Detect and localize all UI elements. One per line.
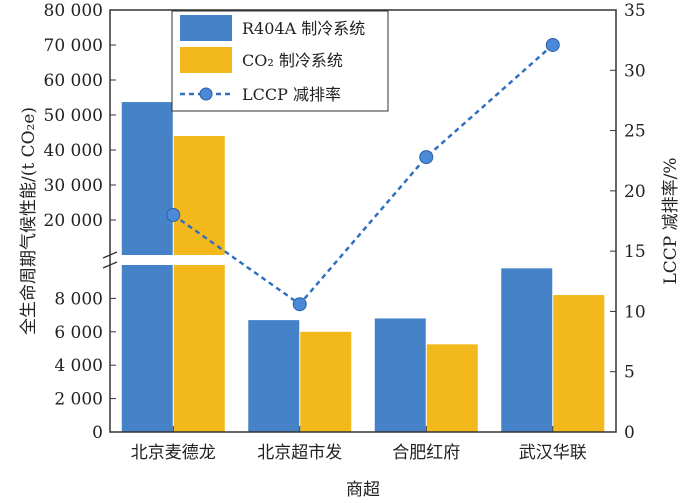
right-tick-label-8: 35: [624, 1, 646, 21]
left-tick-label-6: 20 000: [44, 211, 103, 231]
plot-frame: [109, 9, 617, 433]
bar-r404a-4: [501, 268, 553, 432]
right-tick-label-2: 5: [624, 363, 635, 383]
bars-group: [121, 102, 605, 433]
reduction-point-2: [292, 297, 307, 312]
right-tick-label-1: 0: [624, 423, 635, 443]
bar-r404a-1: [121, 102, 173, 433]
x-tick-label-2: 北京超市发: [257, 443, 342, 463]
left-tick-label-7: 30 000: [44, 176, 103, 196]
legend-label-lccp: LCCP 减排率: [242, 85, 341, 104]
axis-break-gap: [104, 255, 616, 265]
reduction-point-1: [166, 207, 181, 222]
left-tick-label-5: 8 000: [54, 289, 103, 309]
x-tick-label-3: 合肥红府: [392, 443, 460, 463]
x-axis-title: 商超: [346, 480, 380, 500]
legend-label-r404a: R404A 制冷系统: [242, 19, 365, 38]
left-tick-label-4: 6 000: [54, 323, 103, 343]
right-tick-label-3: 10: [624, 302, 646, 322]
y-axis-title: 全生命周期气候性能/(t CO₂e): [19, 107, 39, 335]
bar-co2-3: [426, 344, 478, 432]
left-tick-label-1: 0: [92, 423, 103, 443]
bar-co2-2: [300, 331, 352, 432]
legend: R404A 制冷系统 CO₂ 制冷系统 LCCP 减排率: [171, 10, 389, 112]
legend-swatch-co2: [180, 47, 232, 73]
bar-r404a-3: [374, 318, 426, 432]
left-axis-ticks: 0 2 000 4 000 6 000 8 000 20 000 30 000 40 000 5…: [44, 1, 116, 443]
right-tick-label-4: 15: [624, 242, 646, 262]
x-tick-label-4: 武汉华联: [519, 443, 587, 463]
left-tick-label-11: 70 000: [44, 36, 103, 56]
right-axis-ticks: 0 5 10 15 20 25 30 35: [610, 1, 646, 443]
left-tick-label-12: 80 000: [44, 1, 103, 21]
left-tick-label-8: 40 000: [44, 141, 103, 161]
left-tick-label-9: 50 000: [44, 106, 103, 126]
right-tick-label-5: 20: [624, 182, 646, 202]
y2-axis-title: LCCP 减排率/%: [661, 157, 681, 284]
legend-marker-lccp: [199, 87, 213, 101]
left-tick-label-3: 4 000: [54, 356, 103, 376]
x-tick-label-1: 北京麦德龙: [131, 443, 216, 463]
right-tick-label-7: 30: [624, 61, 646, 81]
x-axis-ticks: 北京麦德龙 北京超市发 合肥红府 武汉华联: [131, 426, 587, 463]
legend-label-co2: CO₂ 制冷系统: [242, 51, 343, 70]
bar-r404a-2: [248, 320, 300, 432]
legend-swatch-r404a: [180, 15, 232, 41]
right-tick-label-6: 25: [624, 122, 646, 142]
bar-co2-4: [553, 295, 605, 432]
reduction-line-group: [166, 37, 560, 312]
reduction-line: [172, 44, 554, 306]
left-tick-label-2: 2 000: [54, 390, 103, 410]
reduction-point-4: [545, 37, 560, 52]
reduction-point-3: [419, 150, 434, 165]
left-tick-label-10: 60 000: [44, 71, 103, 91]
bar-co2-1: [173, 136, 225, 432]
